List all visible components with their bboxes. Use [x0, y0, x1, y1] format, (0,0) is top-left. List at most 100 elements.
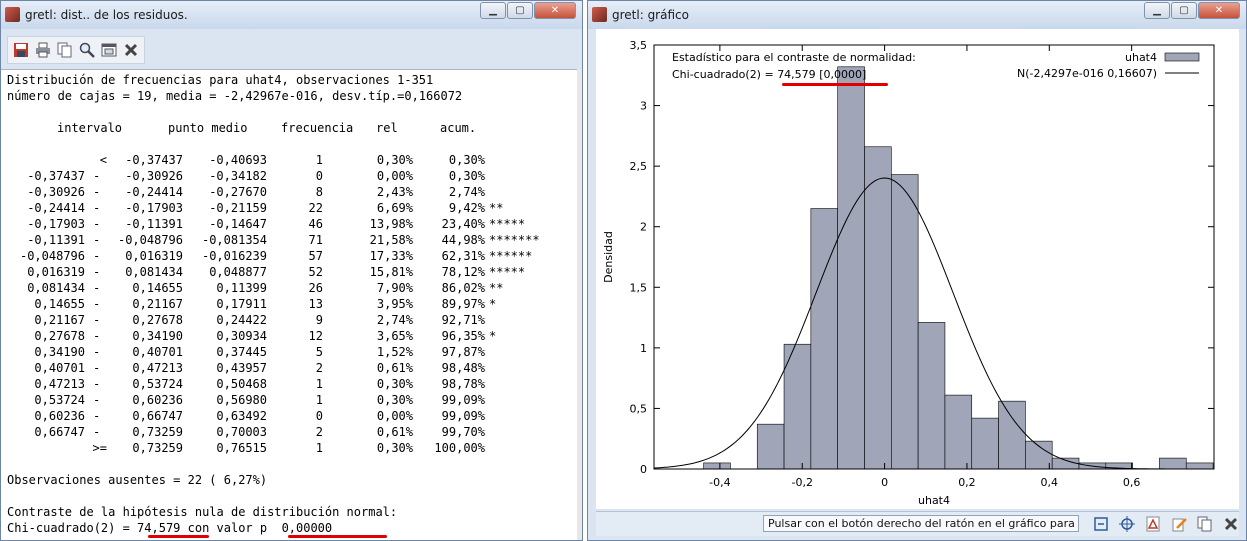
cell-acum: 100,00%: [434, 441, 485, 455]
table-row: 0,66747- 0,73259 0,70003 2 0,61% 99,70%: [7, 424, 572, 440]
normality-annotation-values: Chi-cuadrado(2) = 74,579 [0,0000]: [672, 68, 866, 81]
cell-rel: 0,61%: [376, 425, 413, 439]
table-row: 0,21167- 0,27678 0,24422 9 2,74% 92,71%: [7, 312, 572, 328]
histogram-bar: [810, 208, 838, 470]
cell-acum: 62,31%: [441, 249, 485, 263]
table-row: 0,60236- 0,66747 0,63492 0 0,00% 99,09%: [7, 408, 572, 424]
minimize-button[interactable]: ▁: [480, 2, 506, 19]
legend-label: N(-2,4297e-016 0,16607): [1017, 67, 1157, 80]
title-bar[interactable]: gretl: dist.. de los residuos. ▁ ▢ ✕: [1, 1, 582, 29]
plot-area[interactable]: 0 0,5 1 1,5 2 2,5 3 3,5 -0,4 -0,2 0 0,2 0,4 0,6 uhat4 D…: [596, 29, 1239, 509]
table-row: < -0,37437 -0,40693 1 0,30% 0,30%: [7, 152, 572, 168]
target-icon[interactable]: [1116, 514, 1138, 534]
cell-mid: 0,70003: [216, 425, 267, 439]
close-icon[interactable]: [1220, 514, 1242, 534]
histogram-bar: [864, 146, 892, 470]
chi-value: 74,579: [777, 68, 819, 81]
histogram-bar: [891, 174, 919, 470]
histogram-bar: [1025, 440, 1053, 470]
cell-freq: 9: [315, 313, 323, 327]
column-header: acum.: [440, 121, 477, 135]
cell-lo: <: [99, 153, 107, 167]
cell-hi: -0,17903: [125, 201, 183, 215]
edit-icon[interactable]: [1168, 514, 1190, 534]
x-tick-label: -0,2: [792, 476, 813, 489]
status-bar: Pulsar con el botón derecho del ratón en…: [596, 511, 1239, 536]
histogram-bar: [1185, 462, 1214, 470]
pdf-icon[interactable]: [1142, 514, 1164, 534]
range-dash: -: [93, 169, 101, 183]
cell-acum: 99,70%: [441, 425, 485, 439]
cell-acum: 99,09%: [441, 393, 485, 407]
cell-acum: 96,35%: [441, 329, 485, 343]
find-icon[interactable]: [76, 39, 98, 61]
window-title: gretl: gráfico: [612, 8, 689, 22]
table-row: 0,081434- 0,14655 0,11399 26 7,90% 86,02% **: [7, 280, 572, 296]
range-dash: -: [93, 329, 101, 343]
cell-stars: *****: [489, 217, 526, 231]
table-row: 0,27678- 0,34190 0,30934 12 3,65% 96,35% *: [7, 328, 572, 344]
output-text[interactable]: Distribución de frecuencias para uhat4, …: [1, 69, 577, 540]
save-icon[interactable]: [10, 39, 32, 61]
graph-window: gretl: gráfico ▁ ▢ ✕ 0 0,5 1 1,5 2 2,5 3 3,5 -0,…: [587, 0, 1247, 541]
minimize-button[interactable]: ▁: [1144, 2, 1170, 19]
table-row: -0,17903- -0,11391 -0,14647 46 13,98% 23,40% *…: [7, 216, 572, 232]
normality-test-result: Chi-cuadrado(2) = 74,579 con valor p 0,0…: [7, 520, 332, 536]
range-dash: -: [93, 265, 101, 279]
close-button[interactable]: ✕: [534, 2, 576, 19]
cell-acum: 98,78%: [441, 377, 485, 391]
table-row: 0,34190- 0,40701 0,37445 5 1,52% 97,87%: [7, 344, 572, 360]
cell-acum: 23,40%: [441, 217, 485, 231]
table-row: 0,47213- 0,53724 0,50468 1 0,30% 98,78%: [7, 376, 572, 392]
y-tick-label: 2,5: [630, 160, 648, 173]
cell-mid: -0,34182: [209, 169, 267, 183]
cell-mid: 0,43957: [216, 361, 267, 375]
zoom-icon[interactable]: [1090, 514, 1112, 534]
close-icon[interactable]: [120, 39, 142, 61]
x-tick-label: 0,6: [1123, 476, 1141, 489]
cell-hi: -0,24414: [125, 185, 183, 199]
title-bar[interactable]: gretl: gráfico ▁ ▢ ✕: [588, 1, 1246, 29]
window-title: gretl: dist.. de los residuos.: [25, 8, 188, 22]
cell-stars: *****: [489, 265, 526, 279]
cell-freq: 46: [308, 217, 323, 231]
cell-lo: 0,14655: [34, 297, 85, 311]
cell-freq: 0: [315, 169, 323, 183]
cell-freq: 1: [315, 377, 323, 391]
window-icon[interactable]: [98, 39, 120, 61]
cell-hi: 0,40701: [132, 345, 183, 359]
cell-mid: 0,76515: [216, 441, 267, 455]
gretl-app-icon: [5, 7, 20, 22]
cell-lo: 0,081434: [27, 281, 85, 295]
cell-lo: 0,016319: [27, 265, 85, 279]
cell-freq: 8: [315, 185, 323, 199]
maximize-button[interactable]: ▢: [507, 2, 533, 19]
annotation-underline: [782, 83, 888, 86]
cell-mid: -0,21159: [209, 201, 267, 215]
histogram-bar: [971, 417, 999, 470]
histogram-bar: [917, 322, 946, 470]
p-value: [0,0000]: [819, 68, 866, 81]
range-dash: -: [93, 425, 101, 439]
cell-mid: -0,27670: [209, 185, 267, 199]
cell-rel: 2,74%: [376, 313, 413, 327]
cell-mid: -0,14647: [209, 217, 267, 231]
cell-lo: -0,11391: [27, 233, 85, 247]
range-dash: -: [93, 233, 101, 247]
close-button[interactable]: ✕: [1198, 2, 1240, 19]
cell-hi: 0,60236: [132, 393, 183, 407]
print-icon[interactable]: [32, 39, 54, 61]
cell-freq: 0: [315, 409, 323, 423]
maximize-button[interactable]: ▢: [1171, 2, 1197, 19]
cell-acum: 0,30%: [448, 153, 485, 167]
cell-lo: -0,24414: [27, 201, 85, 215]
header-line: número de cajas = 19, media = -2,42967e-…: [7, 89, 463, 103]
copy-icon[interactable]: [1194, 514, 1216, 534]
cell-hi: 0,27678: [132, 313, 183, 327]
copy-icon[interactable]: [54, 39, 76, 61]
chi-value: 74,579: [137, 521, 181, 535]
chi-label: Chi-cuadrado(2) =: [672, 68, 777, 81]
vertical-scrollbar[interactable]: [577, 69, 582, 539]
cell-mid: -0,40693: [209, 153, 267, 167]
cell-acum: 86,02%: [441, 281, 485, 295]
